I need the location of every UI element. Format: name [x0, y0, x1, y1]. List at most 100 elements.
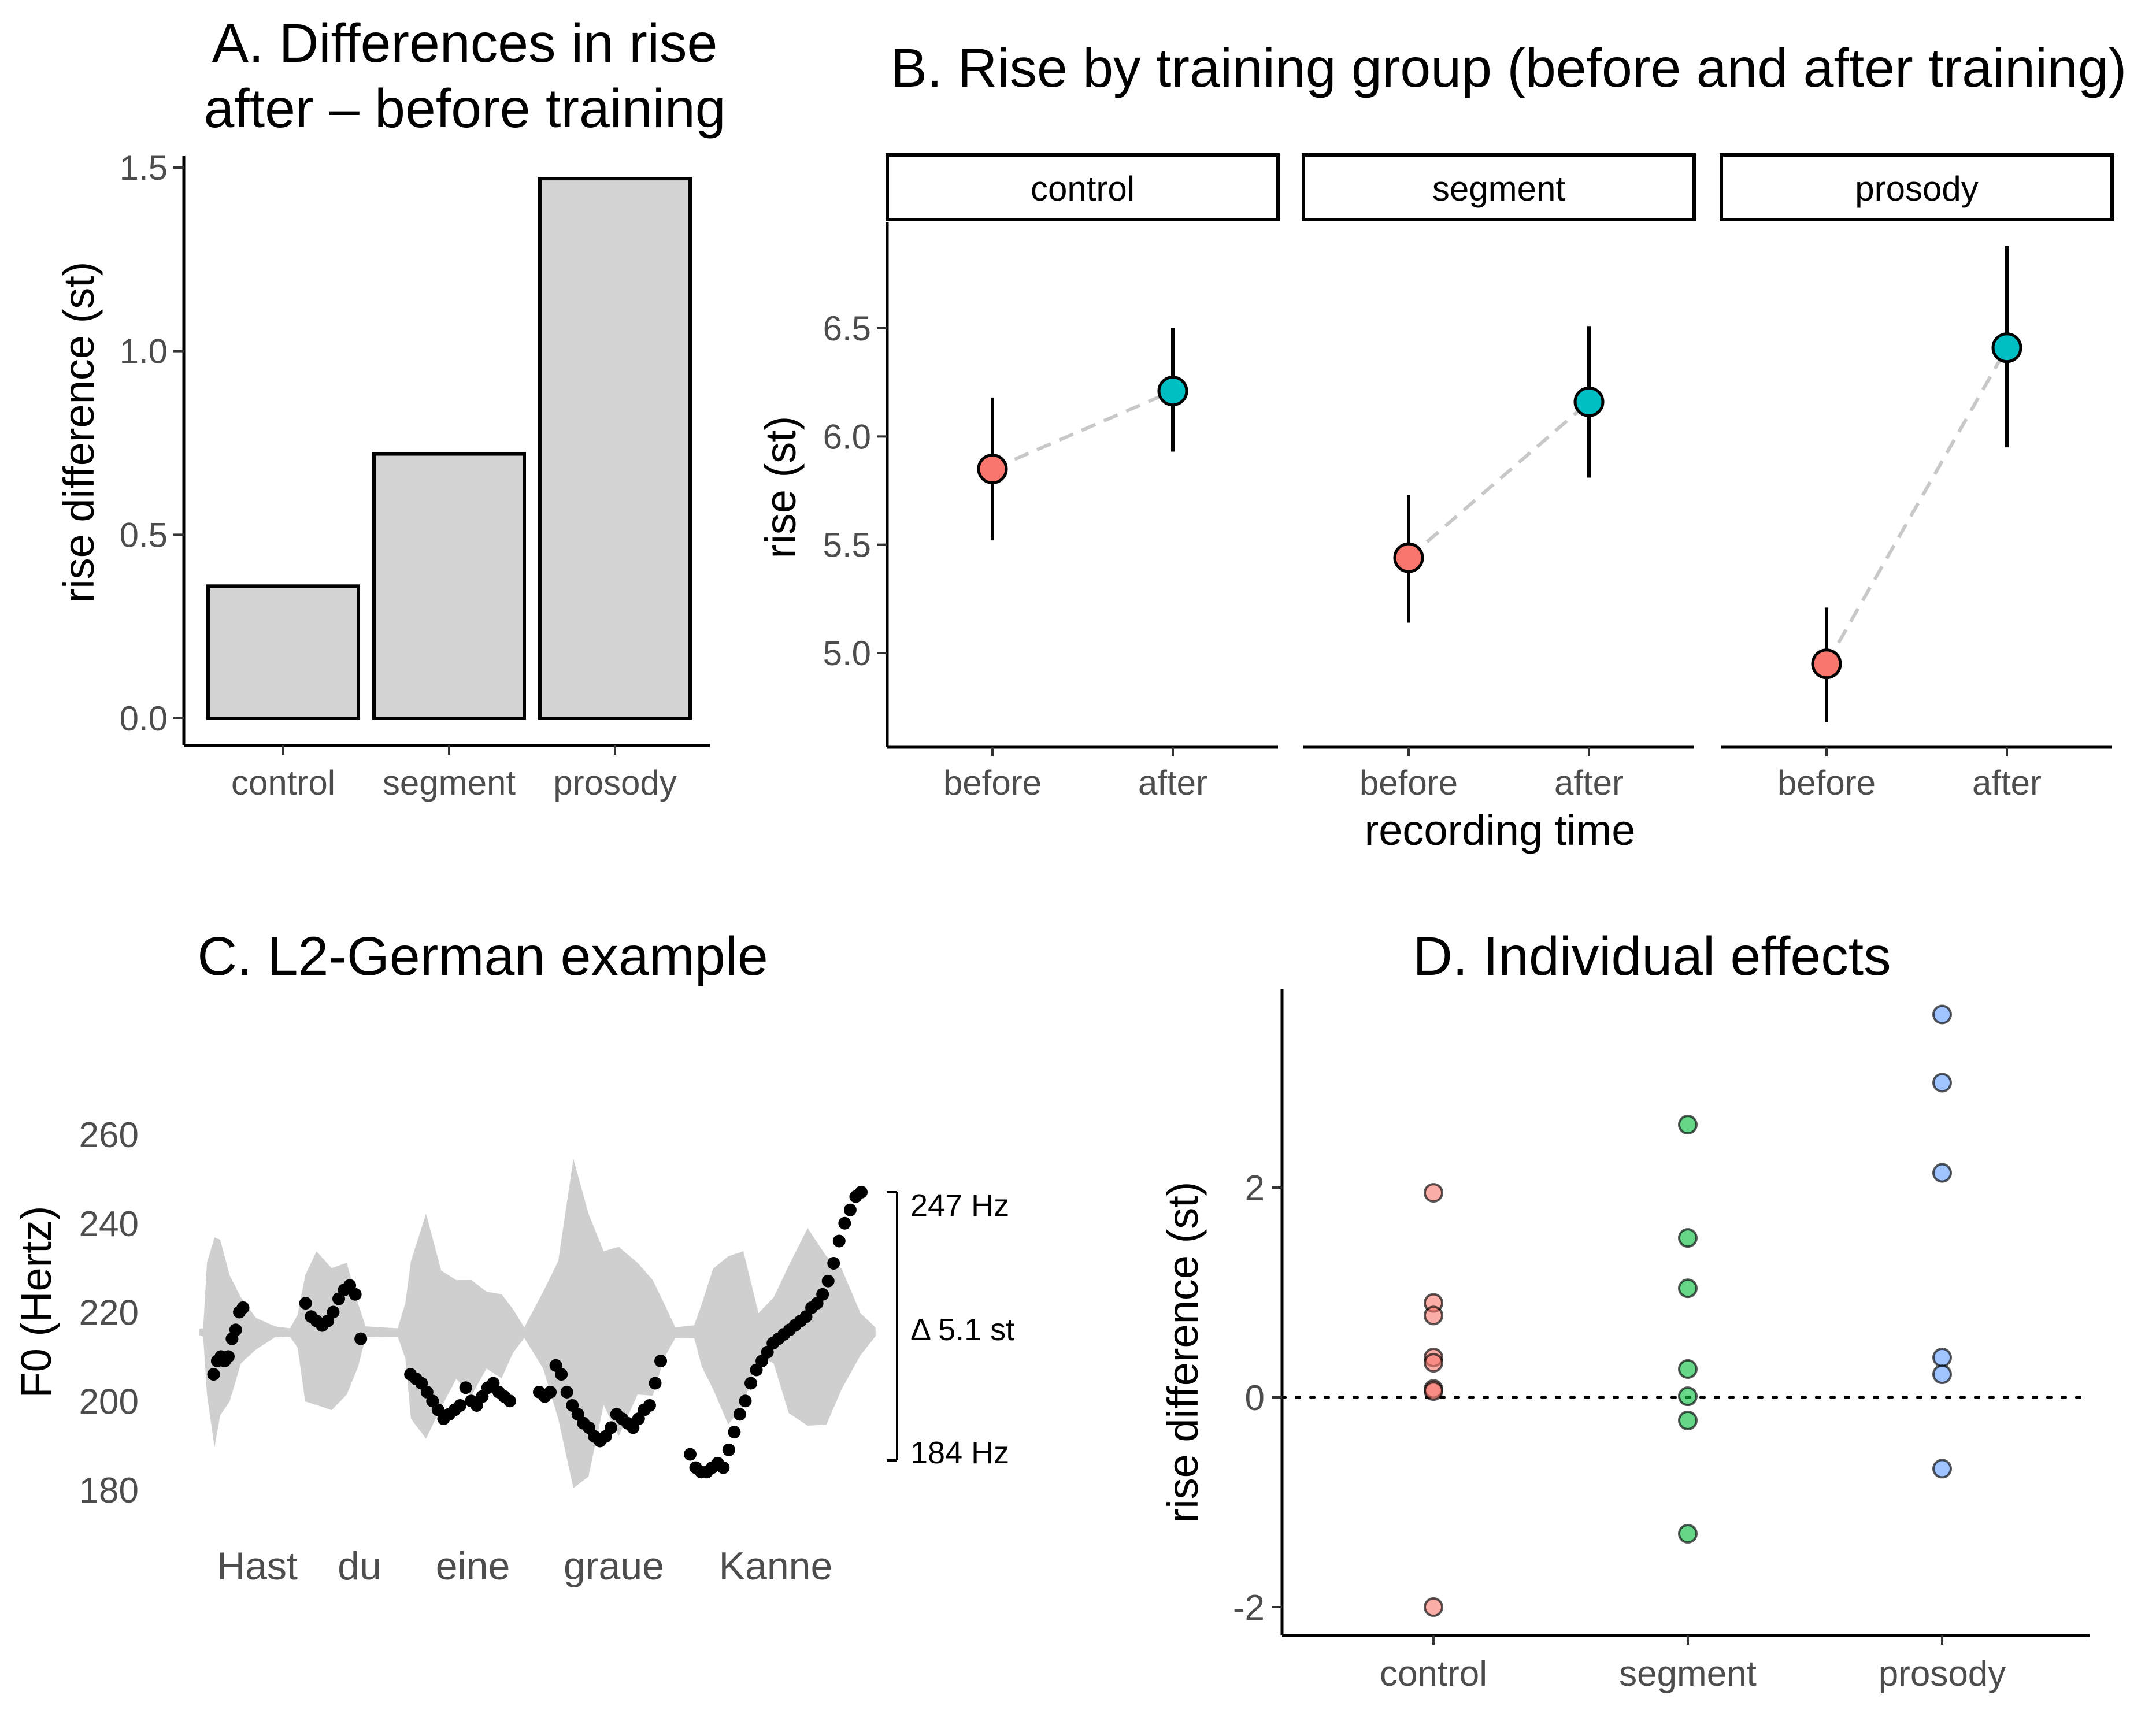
- pitch-point: [827, 1256, 840, 1270]
- pitch-point: [733, 1408, 746, 1421]
- point-segment: [1678, 1359, 1698, 1379]
- panel-d-y-tick-label: 0: [1245, 1378, 1265, 1418]
- pitch-point: [459, 1381, 472, 1394]
- point-segment: [1678, 1523, 1698, 1544]
- pitch-point: [728, 1426, 741, 1439]
- panel-a-x-tick-label-segment: segment: [383, 763, 516, 802]
- pitch-point: [503, 1394, 517, 1408]
- point-prosody-after: [1991, 332, 2022, 363]
- point-control: [1424, 1305, 1443, 1326]
- bar-control: [206, 584, 360, 721]
- pitch-point: [605, 1421, 618, 1434]
- point-prosody: [1932, 1348, 1952, 1368]
- pitch-point: [717, 1461, 730, 1474]
- point-control-before: [977, 454, 1008, 485]
- pitch-point: [643, 1399, 656, 1412]
- panel-a-title-line-2: after – before training: [203, 78, 725, 139]
- facet-strip-control: [886, 153, 1280, 221]
- panel-c-y-axis-label: F0 (Hertz): [12, 1206, 60, 1399]
- pitch-point: [222, 1350, 235, 1363]
- bar-prosody: [538, 177, 692, 720]
- pitch-point: [555, 1368, 568, 1381]
- panel-c: C. L2-German example F0 (Hertz) 247 Hz Δ…: [12, 926, 1014, 1588]
- pitch-point: [560, 1385, 573, 1399]
- panel-a-x-tick-label-prosody: prosody: [553, 763, 676, 802]
- point-segment: [1678, 1386, 1698, 1407]
- pitch-point: [843, 1203, 857, 1216]
- connector-line-prosody: [1825, 347, 2009, 665]
- pitch-point: [855, 1185, 868, 1199]
- panel-b-x-tick-label-prosody-after: after: [1972, 763, 2042, 802]
- point-segment-before: [1393, 542, 1424, 573]
- panel-d: D. Individual effects rise difference (s…: [1159, 926, 2091, 1694]
- pitch-point: [683, 1448, 697, 1461]
- panel-b-title: B. Rise by training group (before and af…: [891, 38, 2127, 99]
- pitch-point: [544, 1385, 557, 1399]
- panel-d-y-tick-label: -2: [1233, 1588, 1265, 1628]
- pitch-point: [654, 1355, 668, 1368]
- panel-c-y-tick-label: 200: [79, 1382, 139, 1422]
- point-prosody: [1932, 1163, 1952, 1183]
- pitch-point: [349, 1288, 362, 1301]
- annotation-delta-st: Δ 5.1 st: [910, 1312, 1014, 1347]
- panel-a-y-axis-label: rise difference (st): [55, 262, 103, 603]
- pitch-point: [821, 1274, 835, 1288]
- panel-b-x-tick-label-control-after: after: [1138, 763, 1207, 802]
- point-control: [1424, 1381, 1443, 1401]
- waveform-envelope: [199, 1159, 876, 1489]
- panel-b-x-tick-label-segment-after: after: [1554, 763, 1624, 802]
- panel-a: A. Differences in rise after – before tr…: [55, 13, 726, 802]
- panel-d-x-tick-label-segment: segment: [1619, 1654, 1757, 1694]
- point-segment: [1678, 1278, 1698, 1299]
- pitch-point: [299, 1297, 312, 1310]
- panel-a-y-tick-label: 1.0: [120, 332, 168, 371]
- panel-b-y-tick-label: 6.0: [823, 417, 871, 456]
- point-segment: [1678, 1115, 1698, 1135]
- panel-a-y-tick-label: 0.0: [120, 699, 168, 738]
- panel-d-y-axis-label: rise difference (st): [1159, 1182, 1207, 1523]
- point-prosody: [1932, 1004, 1952, 1025]
- panel-b: B. Rise by training group (before and af…: [757, 38, 2127, 854]
- panel-d-x-tick-label-prosody: prosody: [1879, 1654, 2006, 1694]
- panel-a-y-tick-label: 0.5: [120, 515, 168, 554]
- annotation-top-hz: 247 Hz: [910, 1188, 1009, 1223]
- panel-c-y-tick-label: 260: [79, 1115, 139, 1155]
- pitch-point: [354, 1332, 368, 1345]
- point-control-after: [1157, 376, 1188, 407]
- panel-c-y-tick-label: 180: [79, 1471, 139, 1511]
- pitch-point: [832, 1234, 846, 1248]
- pitch-point: [454, 1399, 467, 1412]
- point-control: [1424, 1597, 1443, 1617]
- panel-b-x-axis-label: recording time: [1365, 806, 1636, 854]
- panel-d-x-tick-label-control: control: [1380, 1654, 1487, 1694]
- word-kanne: Kanne: [719, 1544, 833, 1588]
- point-prosody: [1932, 1073, 1952, 1093]
- word-eine: eine: [436, 1544, 510, 1588]
- panel-b-x-tick-label-prosody-before: before: [1777, 763, 1876, 802]
- facet-strip-segment: [1302, 153, 1696, 221]
- point-prosody-before: [1811, 648, 1842, 680]
- point-prosody: [1932, 1459, 1952, 1479]
- connector-line-segment: [1407, 400, 1590, 559]
- pitch-point: [744, 1377, 758, 1390]
- word-graue: graue: [564, 1544, 664, 1588]
- panel-b-y-axis-label: rise (st): [757, 416, 805, 559]
- pitch-point: [816, 1288, 829, 1301]
- pitch-point: [838, 1216, 851, 1230]
- facet-strip-label-segment: segment: [1432, 169, 1565, 208]
- facet-strip-label-control: control: [1031, 169, 1135, 208]
- pitch-point: [722, 1443, 735, 1456]
- panel-c-title: C. L2-German example: [197, 926, 768, 987]
- panel-d-title: D. Individual effects: [1413, 926, 1891, 987]
- panel-b-y-tick-label: 5.5: [823, 526, 871, 565]
- panel-d-y-tick-label: 2: [1245, 1169, 1265, 1208]
- pitch-point: [649, 1377, 662, 1390]
- pitch-point: [236, 1301, 250, 1314]
- panel-b-y-tick-label: 6.5: [823, 309, 871, 348]
- panel-a-x-tick-label-control: control: [231, 763, 335, 802]
- point-segment: [1678, 1228, 1698, 1248]
- point-segment: [1678, 1410, 1698, 1430]
- pitch-point: [327, 1305, 340, 1319]
- point-control: [1424, 1353, 1443, 1373]
